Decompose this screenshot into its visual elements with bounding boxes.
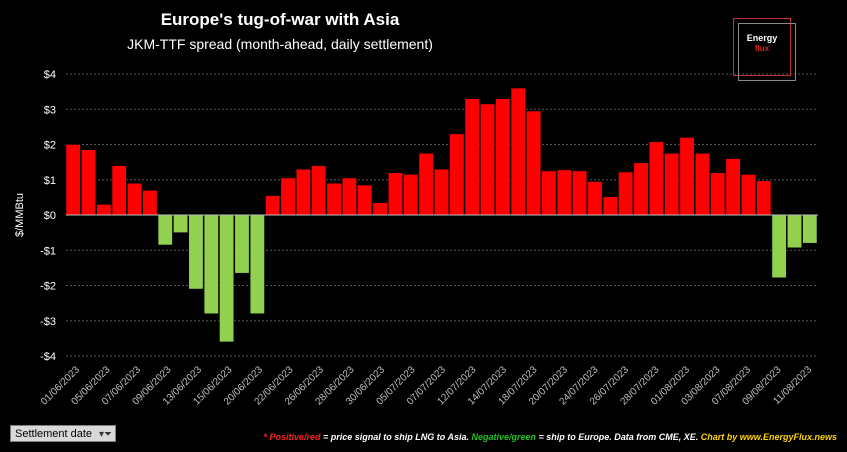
bar (341, 177, 357, 216)
bar (203, 214, 219, 314)
settlement-date-filter-button[interactable]: Settlement date ▾⏷ (10, 425, 116, 442)
y-axis-label: $/MMBtu (14, 193, 26, 237)
footnote-credit: Chart by www.EnergyFlux.news (700, 432, 837, 442)
logo-text-flux: flux (754, 44, 770, 53)
bar (372, 202, 388, 216)
bar (449, 133, 465, 216)
bar (510, 87, 526, 216)
bar (526, 110, 542, 216)
filter-label: Settlement date (15, 428, 93, 440)
chart-subtitle: JKM-TTF spread (month-ahead, daily settl… (127, 36, 433, 52)
bar (219, 214, 235, 343)
y-tick-label: -$2 (40, 281, 56, 293)
bar (418, 153, 434, 216)
bar (326, 183, 342, 216)
bar (403, 174, 419, 216)
logo-frame (738, 23, 796, 81)
bar (771, 214, 787, 278)
bar (265, 195, 281, 216)
bar (756, 180, 772, 216)
bar (434, 168, 449, 216)
y-tick-label: $0 (44, 210, 56, 222)
bar (725, 158, 741, 216)
bar (587, 181, 603, 216)
y-tick-label: $4 (44, 69, 56, 81)
bar (111, 165, 127, 216)
bar (173, 214, 189, 233)
y-tick-label: -$1 (40, 245, 56, 257)
y-tick-label: $2 (44, 140, 56, 152)
bar (157, 214, 173, 246)
bar (311, 165, 327, 216)
y-tick-label: -$3 (40, 316, 56, 328)
y-tick-label: $1 (44, 175, 56, 187)
energyflux-logo: Energy flux (733, 18, 796, 81)
bar (679, 137, 695, 216)
bar (648, 141, 664, 216)
bar (65, 144, 81, 216)
bar (480, 103, 495, 216)
bar (710, 172, 726, 216)
footnote-negative: Negative/green (471, 432, 537, 442)
bar (96, 204, 112, 216)
bar (280, 177, 296, 216)
y-tick-label: -$4 (40, 351, 56, 363)
bar (541, 170, 557, 216)
y-tick-label: $3 (44, 104, 56, 116)
bar (464, 98, 480, 216)
bar (188, 214, 204, 290)
chart-title: Europe's tug-of-war with Asia (160, 10, 400, 29)
chart-footnote: * Positive/red = price signal to ship LN… (263, 432, 837, 442)
bar (694, 153, 710, 216)
bar (802, 214, 818, 244)
logo-text-energy: Energy (746, 33, 778, 43)
footnote-text-2: = ship to Europe. Data from CME, XE. (536, 432, 701, 442)
bar (295, 168, 311, 216)
bar (357, 184, 373, 216)
bar (556, 169, 572, 216)
bar (602, 196, 618, 216)
filter-dropdown-icon: ▾⏷ (98, 429, 112, 440)
bar (618, 171, 634, 216)
footnote-text-1: = price signal to ship LNG to Asia. (320, 432, 472, 442)
bar (127, 183, 142, 216)
bar (234, 214, 250, 274)
bar (572, 170, 588, 216)
bar (664, 153, 680, 216)
bar (787, 214, 802, 249)
footnote-positive: Positive/red (269, 432, 321, 442)
bar (741, 174, 756, 216)
bar (388, 172, 403, 216)
bar (249, 214, 265, 314)
bar (633, 162, 649, 216)
bar (81, 149, 96, 216)
bar (142, 190, 158, 216)
footnote-star: * (263, 432, 267, 442)
bar (495, 98, 511, 216)
